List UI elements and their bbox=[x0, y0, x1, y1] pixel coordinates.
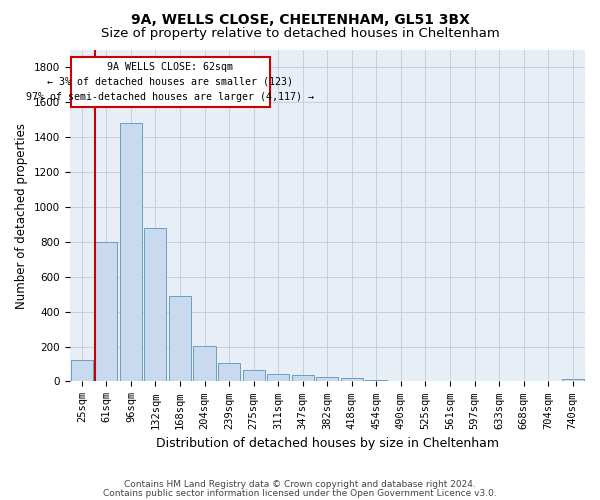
Bar bbox=[292, 376, 314, 382]
Bar bbox=[562, 379, 584, 382]
Bar bbox=[316, 377, 338, 382]
Text: Contains HM Land Registry data © Crown copyright and database right 2024.: Contains HM Land Registry data © Crown c… bbox=[124, 480, 476, 489]
Bar bbox=[341, 378, 363, 382]
Y-axis label: Number of detached properties: Number of detached properties bbox=[15, 122, 28, 308]
Bar bbox=[95, 242, 118, 382]
Bar bbox=[218, 363, 240, 382]
Bar bbox=[242, 370, 265, 382]
Bar bbox=[120, 124, 142, 382]
Bar bbox=[169, 296, 191, 382]
Text: Size of property relative to detached houses in Cheltenham: Size of property relative to detached ho… bbox=[101, 28, 499, 40]
Text: 9A, WELLS CLOSE, CHELTENHAM, GL51 3BX: 9A, WELLS CLOSE, CHELTENHAM, GL51 3BX bbox=[131, 12, 469, 26]
X-axis label: Distribution of detached houses by size in Cheltenham: Distribution of detached houses by size … bbox=[156, 437, 499, 450]
Bar bbox=[145, 228, 166, 382]
Bar bbox=[365, 380, 388, 382]
Text: Contains public sector information licensed under the Open Government Licence v3: Contains public sector information licen… bbox=[103, 488, 497, 498]
FancyBboxPatch shape bbox=[71, 57, 269, 106]
Text: 9A WELLS CLOSE: 62sqm
← 3% of detached houses are smaller (123)
97% of semi-deta: 9A WELLS CLOSE: 62sqm ← 3% of detached h… bbox=[26, 62, 314, 102]
Bar bbox=[267, 374, 289, 382]
Bar bbox=[71, 360, 93, 382]
Bar bbox=[193, 346, 215, 382]
